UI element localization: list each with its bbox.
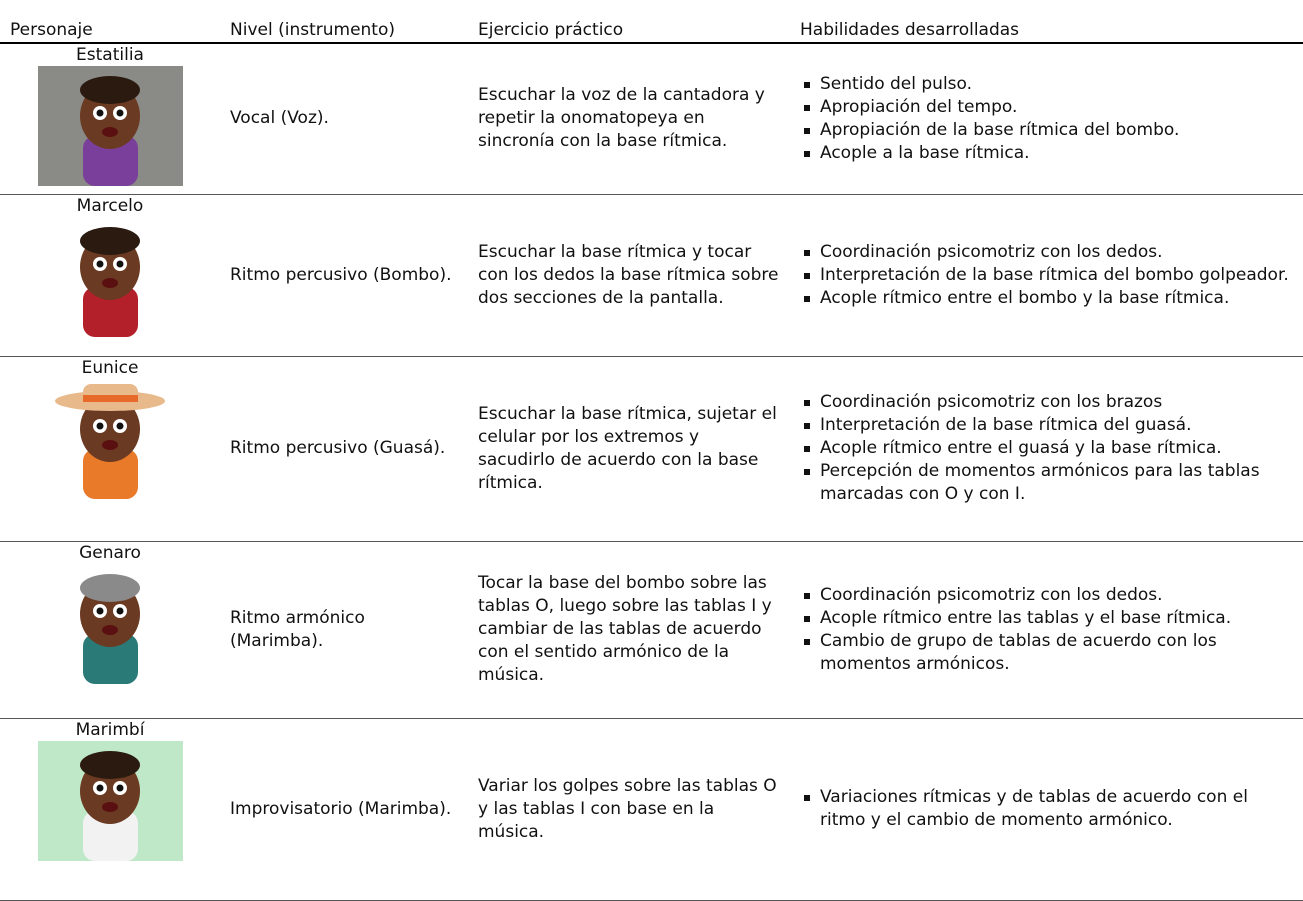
skill-item: Apropiación de la base rítmica del bombo… <box>804 119 1293 142</box>
skill-item: Acople rítmico entre el guasá y la base … <box>804 437 1293 460</box>
exercise-cell: Escuchar la base rítmica y tocar con los… <box>468 194 790 357</box>
header-cell: Nivel (instrumento) <box>220 0 468 44</box>
skills-cell: Sentido del pulso. Apropiación del tempo.… <box>790 43 1303 195</box>
skill-item: Acople rítmico entre las tablas y el bas… <box>804 607 1293 630</box>
character-name: Marimbí <box>75 719 145 740</box>
skills-list: Sentido del pulso. Apropiación del tempo.… <box>800 73 1293 165</box>
skills-cell: Coordinación psicomotriz con los dedos. I… <box>790 194 1303 357</box>
character-cell: Genaro <box>0 541 220 719</box>
level-cell: Ritmo armónico (Marimba). <box>220 541 468 719</box>
level-cell: Vocal (Voz). <box>220 43 468 195</box>
character-name: Marcelo <box>76 195 144 216</box>
character-cell: Marcelo <box>0 194 220 357</box>
skill-item: Coordinación psicomotriz con los dedos. <box>804 584 1293 607</box>
character-illustration <box>37 378 183 499</box>
table-row: Eunice Ritmo percusivo (Guasá). Escuchar … <box>0 356 1303 542</box>
character-name: Genaro <box>79 542 141 563</box>
header-row: Personaje Nivel (instrumento) Ejercicio … <box>0 0 1303 44</box>
skill-item: Variaciones rítmicas y de tablas de acue… <box>804 786 1293 832</box>
character-name: Estatilia <box>76 45 144 65</box>
skill-item: Sentido del pulso. <box>804 73 1293 96</box>
character-illustration <box>37 216 183 337</box>
character-cell: Marimbí <box>0 718 220 901</box>
skills-cell: Coordinación psicomotriz con los brazos I… <box>790 356 1303 542</box>
skill-item: Acople rítmico entre el bombo y la base … <box>804 287 1293 310</box>
skill-item: Percepción de momentos armónicos para la… <box>804 460 1293 506</box>
skills-list: Variaciones rítmicas y de tablas de acue… <box>800 786 1293 832</box>
table-row: Genaro Ritmo armónico (Marimba). Tocar la… <box>0 541 1303 719</box>
level-cell: Improvisatorio (Marimba). <box>220 718 468 901</box>
table-body: Estatilia Vocal (Voz). Escuchar la voz de… <box>0 43 1303 901</box>
table-row: Marcelo Ritmo percusivo (Bombo). Escuchar… <box>0 194 1303 357</box>
exercise-cell: Tocar la base del bombo sobre las tablas… <box>468 541 790 719</box>
skill-item: Coordinación psicomotriz con los dedos. <box>804 241 1293 264</box>
level-cell: Ritmo percusivo (Bombo). <box>220 194 468 357</box>
skills-list: Coordinación psicomotriz con los dedos. A… <box>800 584 1293 676</box>
table-row: Estatilia Vocal (Voz). Escuchar la voz de… <box>0 43 1303 195</box>
character-illustration <box>37 740 183 861</box>
character-name: Eunice <box>81 357 139 378</box>
header-cell: Habilidades desarrolladas <box>790 0 1303 44</box>
character-cell: Eunice <box>0 356 220 542</box>
character-illustration <box>37 66 183 186</box>
header-cell: Ejercicio práctico <box>468 0 790 44</box>
exercise-cell: Escuchar la voz de la cantadora y repeti… <box>468 43 790 195</box>
level-cell: Ritmo percusivo (Guasá). <box>220 356 468 542</box>
skill-item: Apropiación del tempo. <box>804 96 1293 119</box>
skill-item: Acople a la base rítmica. <box>804 142 1293 165</box>
header-cell: Personaje <box>0 0 220 44</box>
skill-item: Coordinación psicomotriz con los brazos <box>804 391 1293 414</box>
skill-item: Interpretación de la base rítmica del gu… <box>804 414 1293 437</box>
exercise-cell: Variar los golpes sobre las tablas O y l… <box>468 718 790 901</box>
exercise-cell: Escuchar la base rítmica, sujetar el cel… <box>468 356 790 542</box>
skills-list: Coordinación psicomotriz con los brazos I… <box>800 391 1293 506</box>
table-row: Marimbí Improvisatorio (Marimba). Variar … <box>0 718 1303 901</box>
skill-item: Interpretación de la base rítmica del bo… <box>804 264 1293 287</box>
skills-list: Coordinación psicomotriz con los dedos. I… <box>800 241 1293 310</box>
character-cell: Estatilia <box>0 43 220 195</box>
character-illustration <box>37 563 183 684</box>
skills-cell: Coordinación psicomotriz con los dedos. A… <box>790 541 1303 719</box>
skills-cell: Variaciones rítmicas y de tablas de acue… <box>790 718 1303 901</box>
skill-item: Cambio de grupo de tablas de acuerdo con… <box>804 630 1293 676</box>
